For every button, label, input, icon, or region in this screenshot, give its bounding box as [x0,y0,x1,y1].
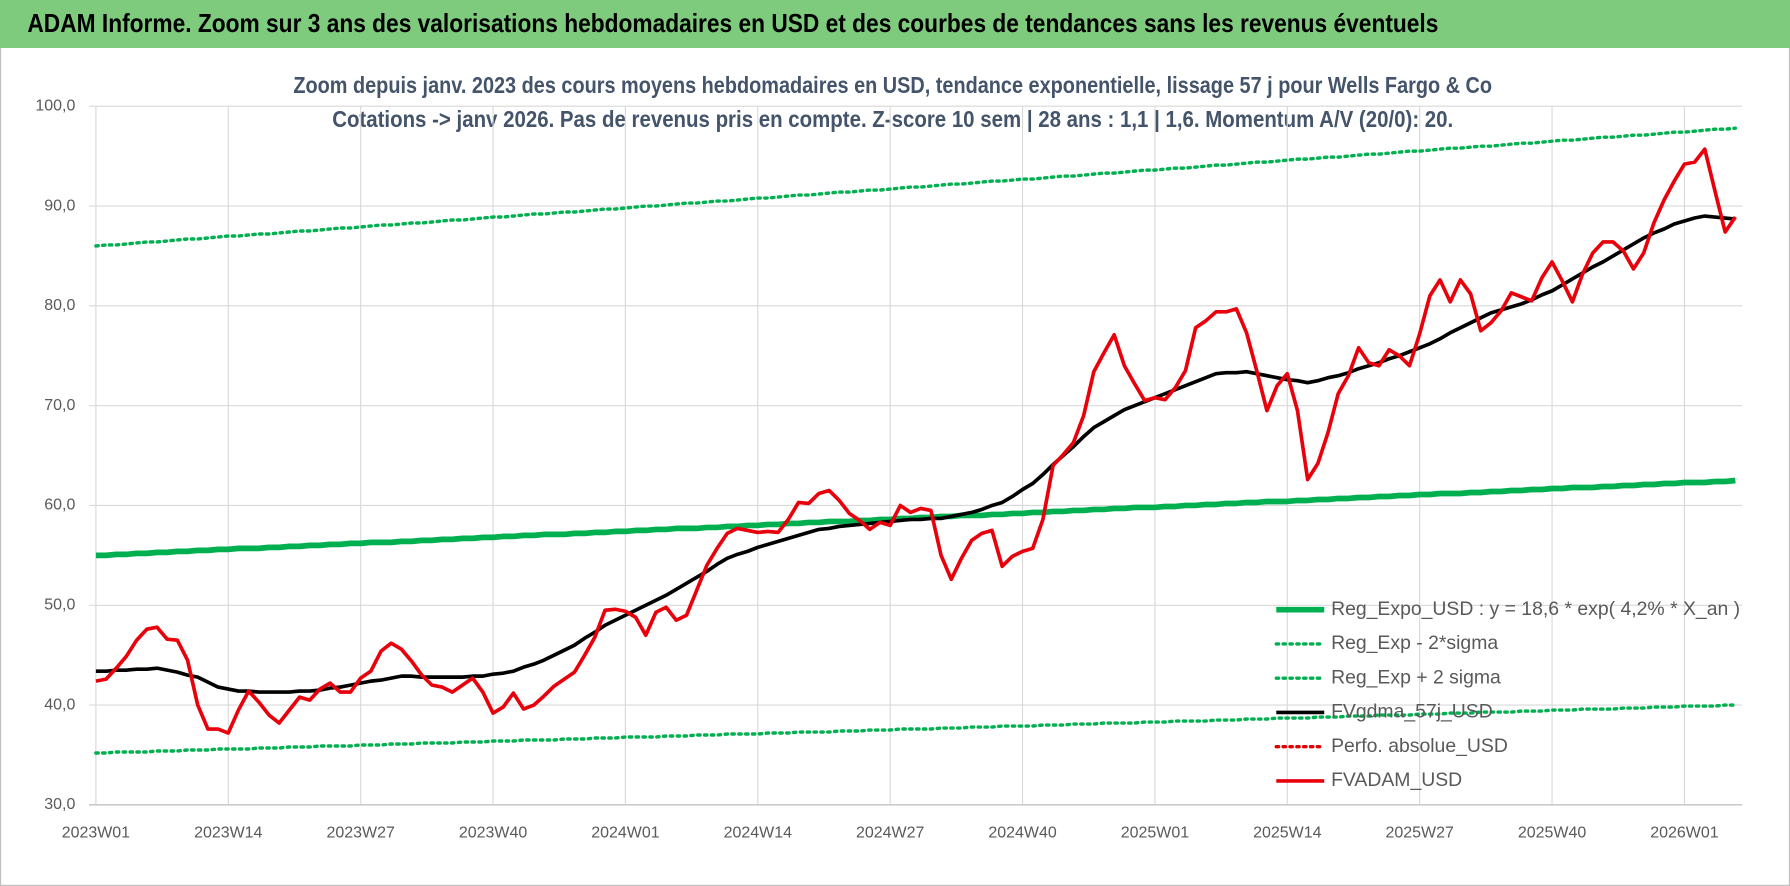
legend: Reg_Expo_USD : y = 18,6 * exp( 4,2% * X_… [1274,598,1740,791]
chart-subtitle: Cotations -> janv 2026. Pas de revenus p… [332,106,1453,132]
y-tick-label: 90,0 [44,197,75,214]
x-tick-label: 2024W27 [856,825,924,842]
x-tick-label: 2023W40 [459,825,527,842]
y-tick-label: 100,0 [35,97,75,114]
x-tick-label: 2025W14 [1253,825,1321,842]
legend-label: Reg_Exp + 2 sigma [1331,666,1501,688]
legend-label: FVADAM_USD [1331,769,1462,791]
x-tick-label: 2023W14 [194,825,262,842]
x-tick-label: 2024W14 [724,825,792,842]
series-line [95,214,1736,694]
y-tick-label: 80,0 [44,297,75,314]
legend-label: FVgdma_57j_USD [1331,701,1493,723]
legend-label: Reg_Expo_USD : y = 18,6 * exp( 4,2% * X_… [1331,598,1740,620]
y-tick-label: 50,0 [44,596,75,613]
y-tick-label: 40,0 [44,696,75,713]
y-tick-label: 30,0 [44,796,75,813]
x-tick-label: 2023W01 [62,825,130,842]
x-tick-label: 2023W27 [326,825,394,842]
plot-lines [94,126,1738,755]
legend-label: Perfo. absolue_USD [1331,735,1508,757]
x-tick-label: 2025W27 [1385,825,1453,842]
series-line [95,147,1737,735]
header-band [0,0,1790,49]
header-title: ADAM Informe. Zoom sur 3 ans des valoris… [27,8,1438,38]
chart-title: Zoom depuis janv. 2023 des cours moyens … [293,72,1492,98]
x-tick-label: 2025W01 [1121,825,1189,842]
grid: 30,0 40,0 50,0 60,0 70,0 80,0 90,0 100,0 2023W01… [35,97,1743,842]
x-tick-label: 2024W40 [988,825,1056,842]
legend-label: Reg_Exp - 2*sigma [1331,632,1498,654]
y-tick-label: 60,0 [44,497,75,514]
series-line [94,703,1738,755]
x-tick-label: 2026W01 [1650,825,1718,842]
x-tick-label: 2024W01 [591,825,659,842]
series-line [94,126,1738,248]
x-tick-label: 2025W40 [1518,825,1586,842]
y-tick-label: 70,0 [44,397,75,414]
